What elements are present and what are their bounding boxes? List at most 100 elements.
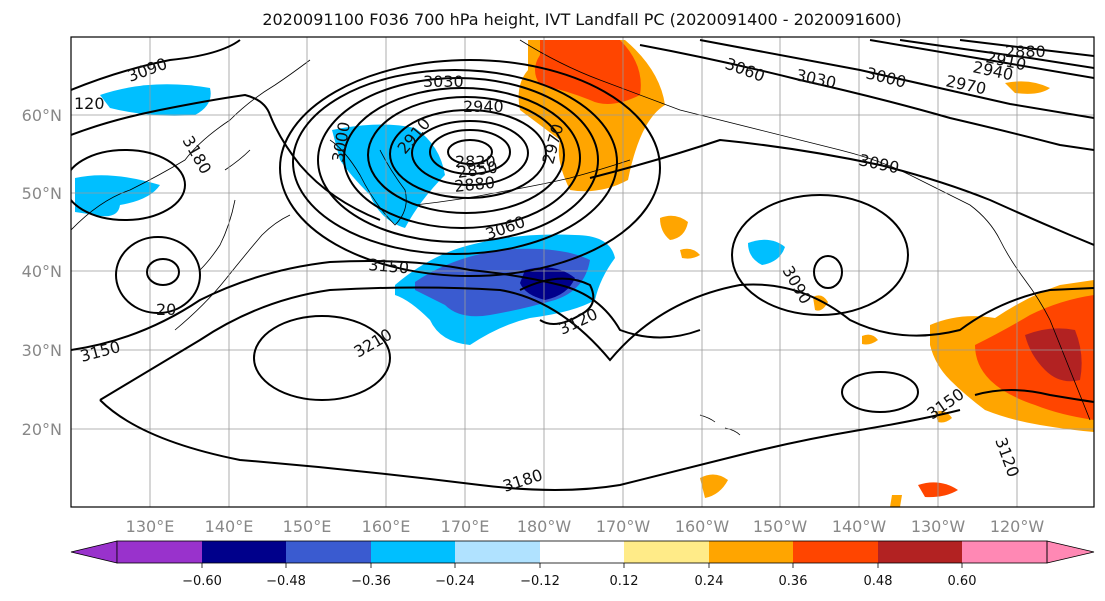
contour-low-9 [279, 59, 661, 277]
figure-title: 2020091100 F036 700 hPa height, IVT Land… [262, 10, 901, 29]
colorbar-segment [117, 541, 202, 563]
colorbar: −0.60 −0.48 −0.36 −0.24 −0.12 0.12 0.24 … [70, 540, 1095, 589]
coastline-kamchatka [329, 139, 407, 226]
graticule [71, 37, 1094, 507]
colorbar-segment [624, 541, 709, 563]
colorbar-label: −0.60 [182, 574, 222, 589]
coastline-japan [174, 149, 291, 331]
ivt-shading [75, 40, 1094, 507]
coastline-alaska [519, 39, 1091, 421]
lon-label: 170°W [596, 517, 651, 536]
colorbar-segment [793, 541, 878, 563]
contour-high-asia-2 [115, 236, 201, 314]
contour-low-1 [447, 139, 493, 165]
contour-high-ne [841, 371, 919, 413]
orange-patch-small-2 [680, 248, 700, 259]
contour-low-ne [813, 255, 843, 289]
longitude-labels: 130°E 140°E 150°E 160°E 170°E 180°W 170°… [126, 517, 1045, 536]
blue-patch-west-pacific [100, 84, 211, 116]
contour-low-8 [292, 69, 618, 255]
colorbar-segment [455, 541, 540, 563]
contour-label: 3150 [368, 255, 410, 277]
colorbar-segment [202, 541, 286, 563]
lon-label: 160°W [675, 517, 730, 536]
lon-label: 120°W [990, 517, 1045, 536]
blue-patch-kamchatka [332, 124, 445, 228]
contour-low-5 [367, 96, 565, 214]
contour-label: 2820 [455, 152, 496, 171]
lat-label-50n: 50°N [22, 184, 62, 203]
colorbar-ticks [201, 563, 963, 568]
contour-3060-east [639, 44, 1094, 151]
lon-label: 160°E [362, 517, 411, 536]
colorbar-low-extension [70, 540, 118, 564]
colorbar-label: −0.36 [351, 574, 391, 589]
orange-patch-bc [1005, 81, 1050, 94]
contour-high-asia [146, 258, 180, 286]
contour-3090-east [589, 138, 1094, 246]
contour-low-6 [343, 87, 581, 229]
contour-label: 2880 [1005, 42, 1046, 61]
contour-label: 2940 [463, 97, 504, 116]
colorbar-label: 0.48 [864, 574, 893, 589]
lon-label: 150°E [283, 517, 332, 536]
coastlines [71, 39, 1091, 436]
lon-label: 150°W [753, 517, 808, 536]
latitude-labels: 60°N 50°N 40°N 30°N 20°N [22, 106, 62, 439]
contour-high-mid [253, 315, 391, 401]
colorbar-label: −0.24 [435, 574, 475, 589]
contour-label: 120 [74, 94, 105, 113]
lon-label: 140°E [205, 517, 254, 536]
lon-label: 180°W [517, 517, 572, 536]
contour-3150 [71, 260, 701, 351]
coastline-asia-east [71, 59, 311, 231]
map-border [70, 36, 1095, 508]
contour-high-asia-3 [71, 149, 186, 221]
contour-3180 [99, 283, 1094, 491]
blue-patch-northeast-pacific [748, 239, 785, 265]
lat-label-20n: 20°N [22, 420, 62, 439]
yellow-patch-small [862, 334, 878, 345]
contour-3030-east [699, 39, 1094, 119]
colorbar-label: 0.36 [779, 574, 808, 589]
colorbar-segment [371, 541, 455, 563]
lon-label: 130°E [126, 517, 175, 536]
contour-low-3 [411, 120, 529, 186]
colorbar-label: −0.12 [520, 574, 560, 589]
contour-low-7 [317, 77, 599, 243]
colorbar-outline [116, 540, 1048, 564]
contour-3090-west [71, 39, 241, 91]
orange-patch-south-3 [890, 495, 902, 507]
darkred-patch-california [1025, 328, 1082, 382]
colorbar-label: 0.60 [948, 574, 977, 589]
contour-label: 20 [156, 300, 176, 319]
colorbar-segment [878, 541, 962, 563]
colorbar-label: −0.48 [266, 574, 306, 589]
lon-label: 130°W [911, 517, 966, 536]
contour-low-2 [429, 129, 511, 175]
colorbar-segment [962, 541, 1047, 563]
colorbar-segment [540, 541, 624, 563]
height-contours [71, 39, 1094, 491]
colorbar-high-extension [1046, 540, 1095, 564]
lat-label-40n: 40°N [22, 262, 62, 281]
contour-3120 [519, 277, 1094, 403]
contour-label: 2880 [453, 173, 495, 196]
lon-label: 140°W [832, 517, 887, 536]
lat-label-60n: 60°N [22, 106, 62, 125]
orange-patch-small-1 [660, 215, 688, 240]
contour-low-ne-2 [731, 194, 909, 316]
colorbar-label: 0.24 [695, 574, 724, 589]
red-patch-alaska-west [535, 40, 641, 104]
navy-patch-central-pacific [520, 267, 575, 300]
lat-label-30n: 30°N [22, 341, 62, 360]
contour-low-4 [389, 109, 547, 199]
contour-label: 3030 [423, 72, 464, 91]
lon-label: 170°E [441, 517, 490, 536]
colorbar-segment [709, 541, 793, 563]
colorbar-segment [286, 541, 371, 563]
colorbar-label: 0.12 [610, 574, 639, 589]
contour-3150-west [71, 93, 381, 221]
contour-northeast-bands [869, 39, 1094, 79]
